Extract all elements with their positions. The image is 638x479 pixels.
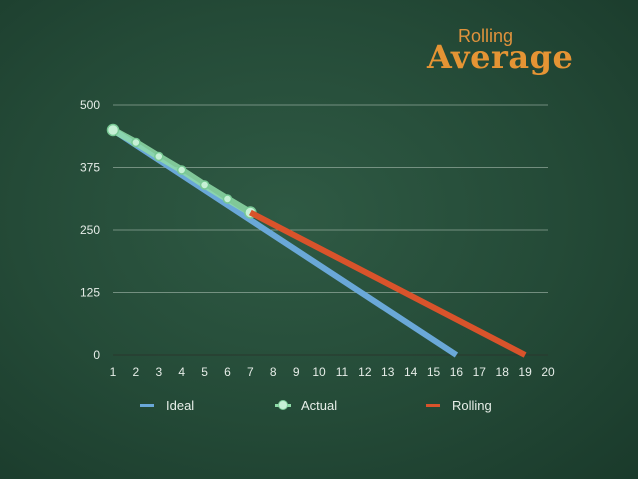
legend-item-rolling: Rolling — [426, 398, 492, 413]
x-tick-label: 6 — [224, 365, 231, 379]
x-tick-label: 18 — [496, 365, 510, 379]
x-tick-label: 19 — [518, 365, 532, 379]
legend-item-ideal: Ideal — [140, 398, 194, 413]
legend-swatch-rolling — [426, 404, 440, 407]
x-tick-label: 12 — [358, 365, 372, 379]
x-tick-label: 3 — [155, 365, 162, 379]
legend-label-rolling: Rolling — [452, 398, 492, 413]
x-tick-label: 20 — [541, 365, 555, 379]
x-tick-label: 10 — [312, 365, 326, 379]
x-tick-label: 14 — [404, 365, 418, 379]
data-point-actual — [176, 165, 187, 175]
x-tick-label: 11 — [336, 365, 349, 379]
x-tick-label: 8 — [270, 365, 277, 379]
legend-label-actual: Actual — [301, 398, 338, 413]
x-tick-label: 17 — [473, 365, 487, 379]
data-point-actual — [154, 151, 164, 162]
x-tick-label: 5 — [201, 365, 208, 379]
x-tick-label: 15 — [427, 365, 441, 379]
y-tick-label: 250 — [80, 223, 100, 237]
data-point-actual — [131, 137, 141, 148]
data-point-actual — [199, 180, 210, 190]
x-tick-label: 7 — [247, 365, 254, 379]
x-tick-label: 1 — [110, 365, 117, 379]
legend-item-actual: Actual — [275, 398, 337, 413]
y-tick-label: 500 — [80, 98, 100, 112]
x-tick-label: 2 — [133, 365, 140, 379]
x-tick-label: 13 — [381, 365, 395, 379]
legend-swatch-actual — [275, 400, 291, 410]
x-tick-label: 16 — [450, 365, 464, 379]
x-tick-label: 9 — [293, 365, 300, 379]
data-point-actual — [106, 123, 120, 137]
legend-label-ideal: Ideal — [166, 398, 195, 413]
data-point-actual — [222, 194, 233, 204]
chart-subtitle: Rolling — [458, 26, 514, 46]
legend-swatch-ideal — [140, 404, 154, 407]
y-tick-label: 0 — [93, 348, 100, 362]
series-line-ideal — [111, 127, 459, 358]
x-tick-label: 4 — [178, 365, 185, 379]
chart-title: Average — [427, 38, 574, 76]
y-tick-label: 375 — [80, 161, 100, 175]
y-tick-label: 125 — [80, 286, 100, 300]
series-line-rolling — [248, 209, 527, 358]
